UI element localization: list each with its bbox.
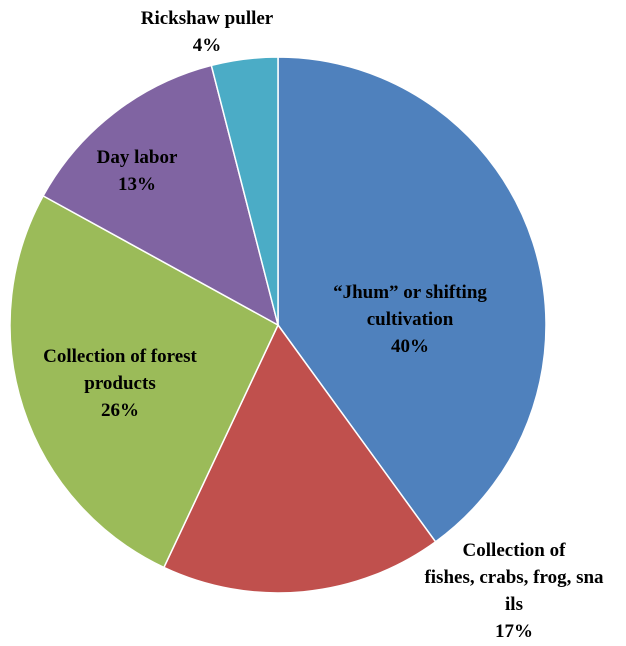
slice-label: 13% bbox=[118, 174, 156, 195]
slice-label: cultivation bbox=[367, 309, 454, 330]
slice-label: ils bbox=[505, 594, 523, 615]
pie-slice bbox=[42, 64, 280, 327]
pie-slice bbox=[277, 56, 547, 543]
slice-label: 4% bbox=[193, 35, 222, 56]
slice-label: 40% bbox=[391, 336, 429, 357]
slice-label: 26% bbox=[101, 400, 139, 421]
slice-label: Collection of bbox=[463, 540, 567, 561]
slice-label: fishes, crabs, frog, sna bbox=[424, 567, 604, 588]
slice-label: “Jhum” or shifting bbox=[333, 282, 487, 303]
slice-label: Rickshaw puller bbox=[141, 8, 274, 29]
pie-slice bbox=[210, 56, 279, 326]
slice-label: Day labor bbox=[97, 147, 178, 168]
slice-label: products bbox=[84, 373, 155, 394]
slice-label: Collection of forest bbox=[43, 346, 197, 367]
slice-label: 17% bbox=[495, 621, 533, 642]
pie-slice bbox=[162, 323, 437, 594]
